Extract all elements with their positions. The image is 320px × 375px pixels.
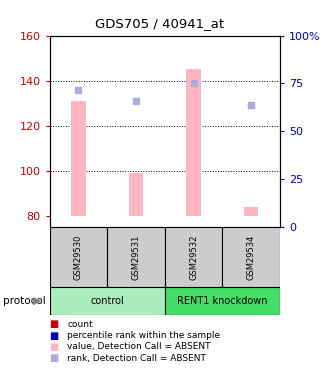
Text: GSM29532: GSM29532 — [189, 234, 198, 280]
Point — [133, 98, 139, 104]
Text: value, Detection Call = ABSENT: value, Detection Call = ABSENT — [67, 342, 211, 351]
Text: count: count — [67, 320, 93, 329]
Text: ■: ■ — [50, 353, 59, 363]
Point — [76, 87, 81, 93]
Bar — [165, 287, 280, 315]
Text: ■: ■ — [50, 342, 59, 352]
Text: rank, Detection Call = ABSENT: rank, Detection Call = ABSENT — [67, 354, 206, 363]
Bar — [222, 227, 280, 287]
Bar — [107, 227, 165, 287]
Text: GSM29530: GSM29530 — [74, 234, 83, 280]
Text: control: control — [90, 296, 124, 306]
Text: ■: ■ — [50, 320, 59, 329]
Bar — [187, 69, 201, 216]
Text: GSM29534: GSM29534 — [247, 234, 256, 280]
Text: ■: ■ — [50, 331, 59, 340]
Text: ▶: ▶ — [33, 296, 41, 306]
Bar — [71, 101, 86, 216]
Text: GDS705 / 40941_at: GDS705 / 40941_at — [95, 17, 225, 30]
Point — [191, 80, 196, 86]
Bar — [244, 207, 259, 216]
Bar — [50, 287, 165, 315]
Bar — [129, 173, 143, 216]
Text: percentile rank within the sample: percentile rank within the sample — [67, 331, 220, 340]
Text: RENT1 knockdown: RENT1 knockdown — [177, 296, 268, 306]
Text: GSM29531: GSM29531 — [132, 234, 140, 280]
Point — [249, 102, 254, 108]
Bar — [165, 227, 222, 287]
Bar — [50, 227, 107, 287]
Text: protocol: protocol — [3, 296, 46, 306]
